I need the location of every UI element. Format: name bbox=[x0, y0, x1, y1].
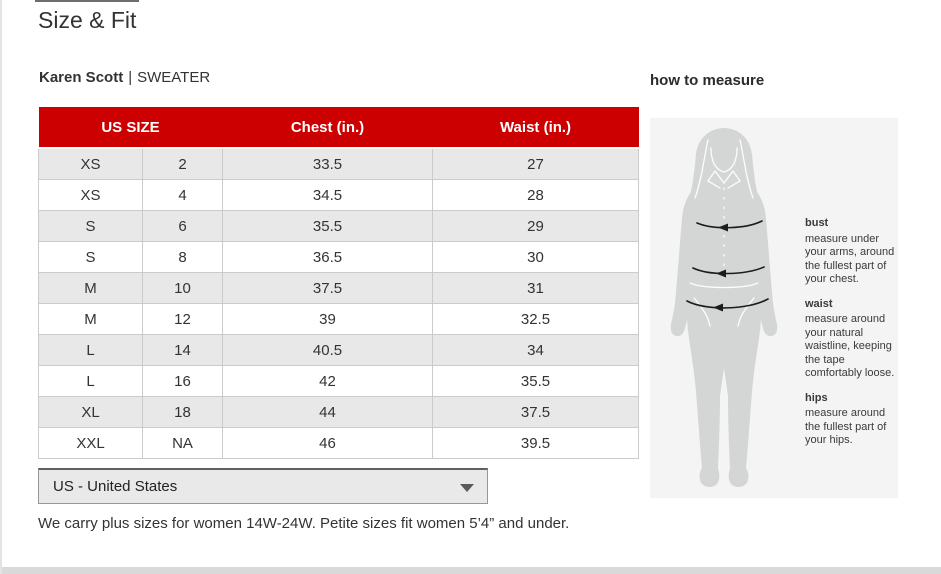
table-row: L 16 42 35.5 bbox=[38, 365, 640, 397]
size-cell: S bbox=[38, 241, 143, 273]
figure-collar-left bbox=[707, 170, 721, 189]
measure-section-waist: waist measure around your natural waistl… bbox=[805, 298, 895, 381]
measure-instructions: bust measure under your arms, around the… bbox=[805, 217, 895, 459]
size-cell: S bbox=[38, 210, 143, 242]
size-cell: XL bbox=[38, 396, 143, 428]
country-select-value: US - United States bbox=[53, 478, 178, 495]
chest-cell: 36.5 bbox=[222, 241, 434, 273]
measure-label: waist bbox=[805, 297, 833, 310]
how-to-measure-title: how to measure bbox=[650, 72, 765, 89]
us-num-cell: 16 bbox=[141, 365, 224, 397]
waist-arrowhead-icon bbox=[716, 269, 726, 278]
size-cell: XS bbox=[38, 147, 143, 180]
measure-section-bust: bust measure under your arms, around the… bbox=[805, 217, 895, 287]
table-row: L 14 40.5 34 bbox=[38, 334, 640, 366]
table-row: M 12 39 32.5 bbox=[38, 303, 640, 335]
waist-cell: 35.5 bbox=[432, 365, 640, 397]
figure-right-foot bbox=[728, 468, 749, 488]
size-cell: L bbox=[38, 334, 143, 366]
bottom-scrollbar-track[interactable] bbox=[2, 567, 941, 574]
waist-measure-arrow bbox=[692, 266, 765, 275]
table-header-row: US SIZE Chest (in.) Waist (in.) bbox=[38, 107, 639, 149]
figure-hair-strand-right bbox=[739, 139, 754, 199]
us-num-cell: 8 bbox=[141, 241, 224, 273]
size-cell: XXL bbox=[38, 427, 143, 459]
us-num-cell: 10 bbox=[141, 272, 224, 304]
us-num-cell: 2 bbox=[141, 147, 224, 180]
table-row: S 6 35.5 29 bbox=[38, 210, 640, 242]
chest-cell: 34.5 bbox=[222, 179, 434, 211]
bust-measure-arrow bbox=[696, 220, 763, 229]
waist-cell: 32.5 bbox=[432, 303, 640, 335]
size-chart-table: US SIZE Chest (in.) Waist (in.) XS 2 33.… bbox=[38, 107, 640, 459]
product-heading: Karen Scott | SWEATER bbox=[39, 69, 210, 86]
page-title: Size & Fit bbox=[38, 7, 137, 33]
figure-hem-line bbox=[689, 282, 759, 289]
waist-cell: 29 bbox=[432, 210, 640, 242]
chest-cell: 40.5 bbox=[222, 334, 434, 366]
brand-name: Karen Scott bbox=[39, 69, 124, 86]
table-row: S 8 36.5 30 bbox=[38, 241, 640, 273]
us-num-cell: 6 bbox=[141, 210, 224, 242]
chest-cell: 44 bbox=[222, 396, 434, 428]
size-cell: L bbox=[38, 365, 143, 397]
measure-label: bust bbox=[805, 217, 829, 229]
measure-description: measure under your arms, around the full… bbox=[805, 232, 895, 286]
table-row: XS 4 34.5 28 bbox=[38, 179, 640, 211]
waist-cell: 34 bbox=[432, 334, 640, 366]
chest-cell: 42 bbox=[222, 365, 434, 397]
plus-petite-footnote: We carry plus sizes for women 14W-24W. P… bbox=[38, 515, 570, 532]
waist-cell: 31 bbox=[432, 272, 640, 304]
chest-cell: 35.5 bbox=[222, 210, 434, 242]
hips-arrowhead-icon bbox=[713, 303, 723, 312]
how-to-measure-panel: bust measure under your arms, around the… bbox=[650, 118, 898, 498]
column-header-chest: Chest (in.) bbox=[222, 107, 433, 149]
table-row: XL 18 44 37.5 bbox=[38, 396, 640, 428]
size-cell: XS bbox=[38, 179, 143, 211]
measure-figure-illustration bbox=[670, 128, 778, 488]
brand-divider: | bbox=[128, 69, 133, 86]
waist-cell: 27 bbox=[432, 147, 640, 180]
measure-section-hips: hips measure around the fullest part of … bbox=[805, 392, 895, 448]
table-row: M 10 37.5 31 bbox=[38, 272, 640, 304]
column-header-waist: Waist (in.) bbox=[432, 107, 639, 149]
waist-cell: 39.5 bbox=[432, 427, 640, 459]
column-header-us-size: US SIZE bbox=[38, 107, 223, 149]
waist-cell: 28 bbox=[432, 179, 640, 211]
figure-hair-strand-left bbox=[694, 139, 709, 199]
figure-pocket-right bbox=[737, 297, 755, 327]
us-num-cell: 14 bbox=[141, 334, 224, 366]
size-cell: M bbox=[38, 272, 143, 304]
measure-description: measure around your natural waistline, k… bbox=[805, 313, 895, 379]
country-select[interactable]: US - United States bbox=[38, 468, 488, 504]
figure-pocket-left bbox=[693, 297, 711, 327]
us-num-cell: 12 bbox=[141, 303, 224, 335]
top-divider-artifact bbox=[35, 0, 139, 2]
figure-face-line bbox=[710, 147, 738, 173]
hips-measure-arrow bbox=[686, 298, 769, 309]
us-num-cell: 4 bbox=[141, 179, 224, 211]
figure-left-foot bbox=[699, 468, 720, 488]
product-type: SWEATER bbox=[137, 69, 211, 86]
waist-cell: 30 bbox=[432, 241, 640, 273]
chest-cell: 33.5 bbox=[222, 147, 434, 180]
waist-cell: 37.5 bbox=[432, 396, 640, 428]
table-row: XS 2 33.5 27 bbox=[38, 147, 640, 180]
measure-label: hips bbox=[805, 391, 828, 404]
size-cell: M bbox=[38, 303, 143, 335]
figure-collar bbox=[714, 170, 734, 185]
table-row: XXL NA 46 39.5 bbox=[38, 427, 640, 459]
us-num-cell: 18 bbox=[141, 396, 224, 428]
figure-legs bbox=[687, 284, 761, 468]
chevron-down-icon bbox=[460, 484, 474, 492]
chest-cell: 37.5 bbox=[222, 272, 434, 304]
us-num-cell: NA bbox=[141, 427, 224, 459]
chest-cell: 46 bbox=[222, 427, 434, 459]
measure-description: measure around the fullest part of your … bbox=[805, 407, 887, 446]
bust-arrowhead-icon bbox=[718, 223, 728, 232]
chest-cell: 39 bbox=[222, 303, 434, 335]
figure-collar-right bbox=[727, 170, 741, 189]
